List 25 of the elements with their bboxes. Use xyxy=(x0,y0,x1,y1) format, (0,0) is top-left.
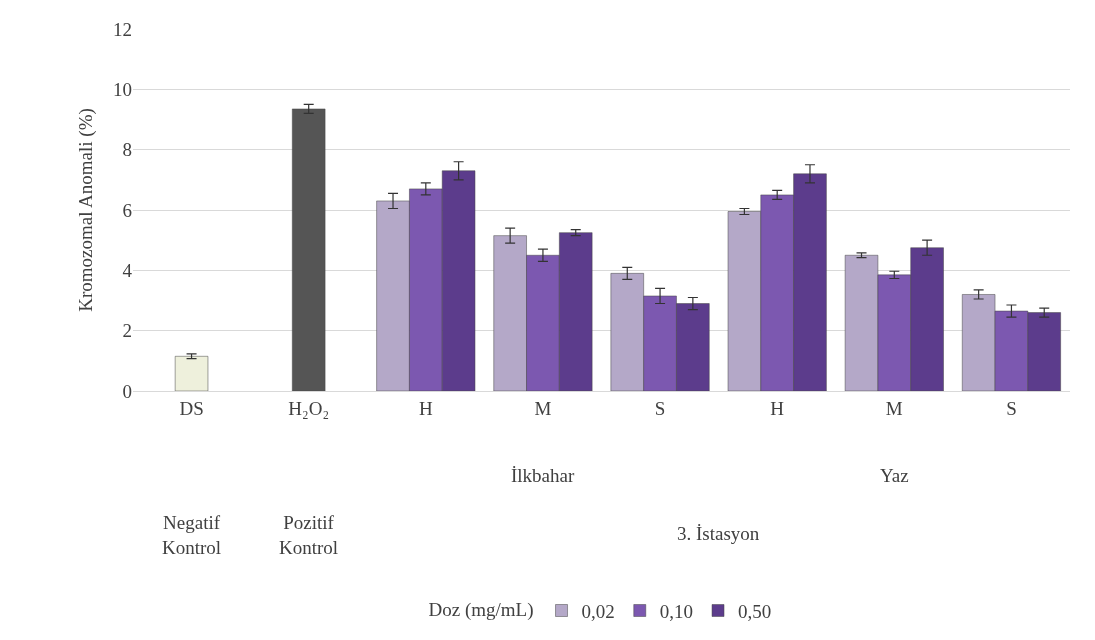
legend-title: Doz (mg/mL) xyxy=(428,599,534,622)
text: İlkbahar xyxy=(511,465,575,486)
y-tick-label: 6 xyxy=(122,199,132,221)
x-tick-label: S xyxy=(654,397,666,419)
x-tick-label: H xyxy=(770,397,785,419)
x-tick-label: M xyxy=(534,397,552,419)
text: 3. İstasyon xyxy=(677,523,760,544)
x-tick-label: M xyxy=(885,397,903,419)
text: Pozitif Kontrol xyxy=(279,512,339,558)
x-tick-label: H xyxy=(418,397,433,419)
x-tick-label: DS xyxy=(179,397,204,419)
legend-label: 0,02 xyxy=(581,600,615,622)
legend-label: 0,10 xyxy=(659,600,694,622)
y-tick-label: 8 xyxy=(122,139,132,161)
y-tick-label: 2 xyxy=(122,320,132,342)
y-tick-label: 4 xyxy=(122,259,133,281)
y-axis-title: Kromozomal Anomali (%) xyxy=(74,108,97,312)
x-tick-label: S xyxy=(1006,397,1017,419)
x-tick-label: H₂O₂ xyxy=(288,397,330,419)
y-tick-label: 10 xyxy=(113,78,132,100)
y-tick-label: 0 xyxy=(122,380,132,402)
text: Negatif Kontrol xyxy=(162,512,222,558)
y-tick-label: 12 xyxy=(113,18,132,40)
text: Yaz xyxy=(880,465,909,486)
legend-label: 0,50 xyxy=(738,600,772,622)
